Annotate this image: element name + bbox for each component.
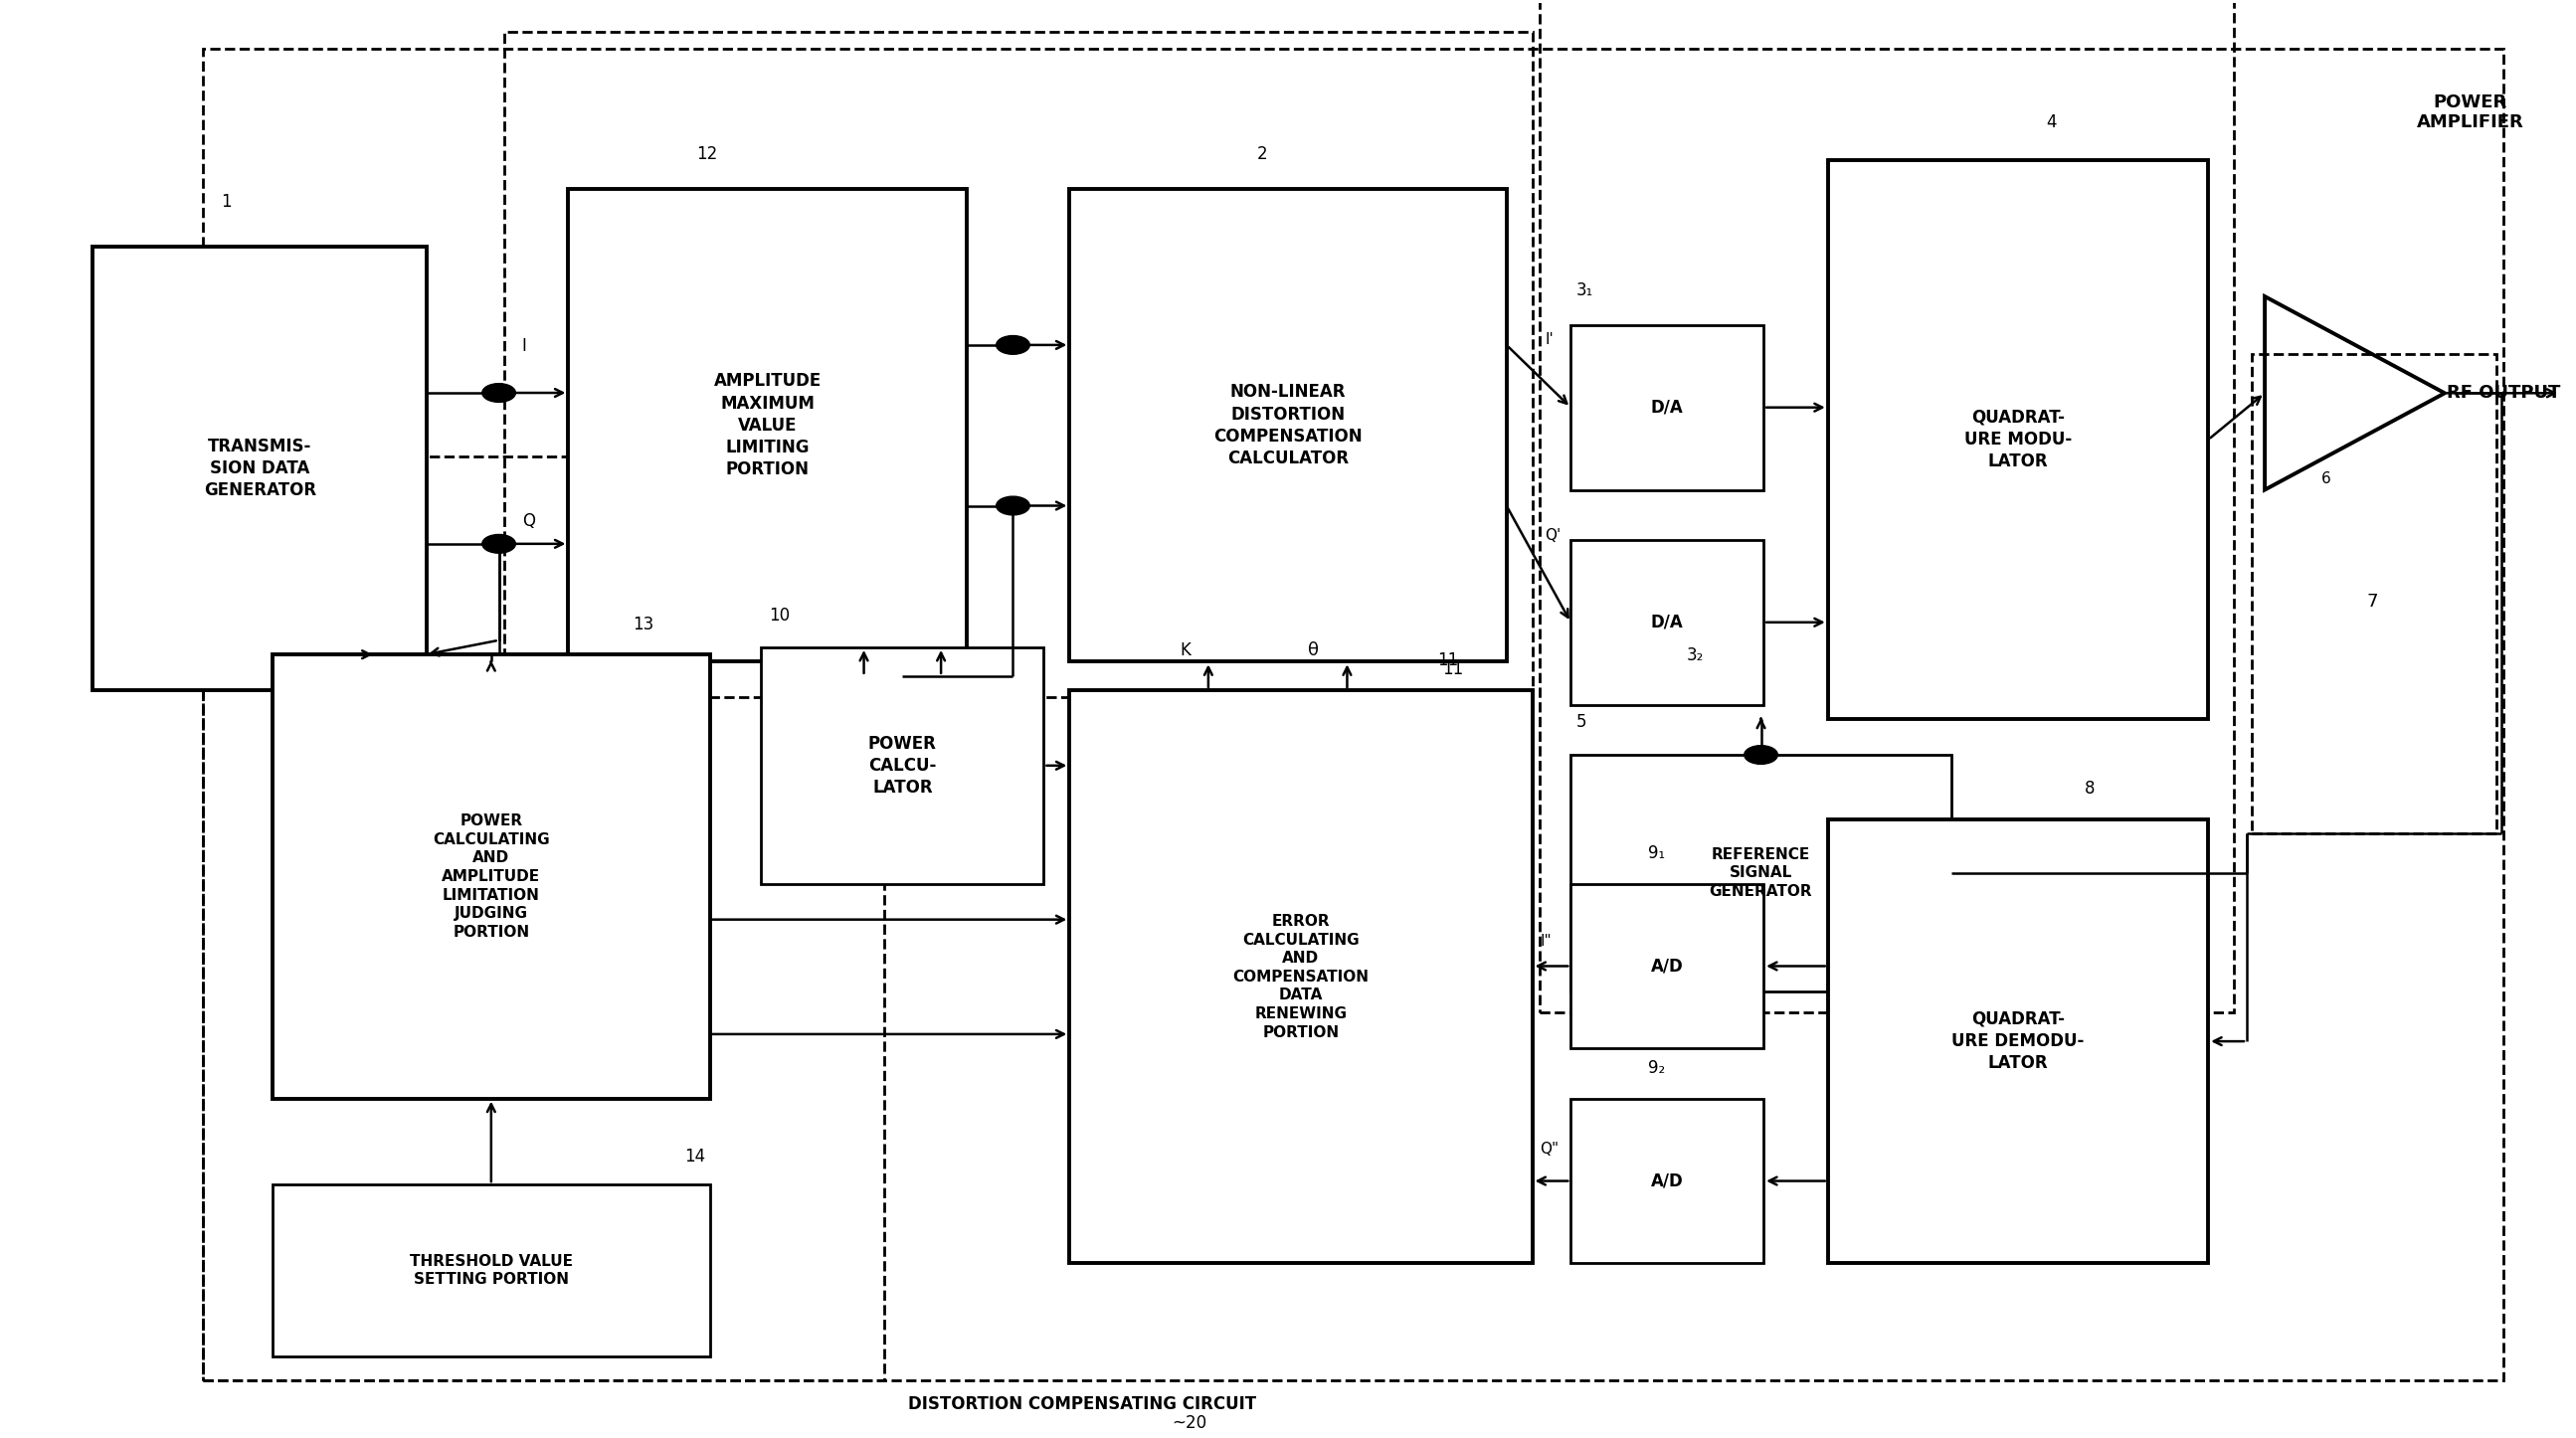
Bar xyxy=(273,654,708,1099)
Bar xyxy=(569,188,966,661)
Circle shape xyxy=(997,496,1030,515)
Text: Q': Q' xyxy=(1546,528,1561,544)
Text: 11: 11 xyxy=(1437,651,1458,669)
Text: I': I' xyxy=(1546,332,1553,347)
Text: A/D: A/D xyxy=(1651,958,1685,975)
Bar xyxy=(1540,0,2233,1012)
Text: RF OUTPUT: RF OUTPUT xyxy=(2447,384,2561,401)
Text: Q: Q xyxy=(523,512,536,531)
Bar xyxy=(93,246,428,690)
Text: 14: 14 xyxy=(685,1148,706,1166)
Text: ~20: ~20 xyxy=(1172,1415,1208,1432)
Text: 10: 10 xyxy=(768,607,791,624)
Text: 3₂: 3₂ xyxy=(1687,647,1703,664)
Bar xyxy=(760,647,1043,884)
Text: I": I" xyxy=(1540,933,1551,949)
Text: 12: 12 xyxy=(696,145,719,162)
Text: 3₁: 3₁ xyxy=(1577,282,1592,299)
Text: QUADRAT-
URE DEMODU-
LATOR: QUADRAT- URE DEMODU- LATOR xyxy=(1953,1011,2084,1073)
Bar xyxy=(1571,1099,1765,1264)
Text: 9₂: 9₂ xyxy=(1649,1060,1664,1077)
Text: Q": Q" xyxy=(1540,1142,1558,1156)
Circle shape xyxy=(997,335,1030,354)
Bar xyxy=(1829,160,2208,719)
Text: POWER
CALCU-
LATOR: POWER CALCU- LATOR xyxy=(868,735,938,797)
Bar xyxy=(204,457,884,1380)
Bar xyxy=(1571,325,1765,490)
Bar xyxy=(1069,188,1507,661)
Bar xyxy=(1571,755,1950,991)
Text: 11: 11 xyxy=(1443,660,1463,677)
Text: 8: 8 xyxy=(2084,779,2094,798)
Bar xyxy=(1829,820,2208,1264)
Text: D/A: D/A xyxy=(1651,614,1685,631)
Circle shape xyxy=(482,384,515,403)
Text: ERROR
CALCULATING
AND
COMPENSATION
DATA
RENEWING
PORTION: ERROR CALCULATING AND COMPENSATION DATA … xyxy=(1234,915,1368,1040)
Text: REFERENCE
SIGNAL
GENERATOR: REFERENCE SIGNAL GENERATOR xyxy=(1710,847,1814,899)
Text: 6: 6 xyxy=(2321,470,2331,486)
Text: AMPLITUDE
MAXIMUM
VALUE
LIMITING
PORTION: AMPLITUDE MAXIMUM VALUE LIMITING PORTION xyxy=(714,372,822,479)
Text: 4: 4 xyxy=(2045,114,2056,132)
Bar xyxy=(1571,539,1765,705)
Text: NON-LINEAR
DISTORTION
COMPENSATION
CALCULATOR: NON-LINEAR DISTORTION COMPENSATION CALCU… xyxy=(1213,384,1363,467)
Bar xyxy=(1571,884,1765,1048)
Text: QUADRAT-
URE MODU-
LATOR: QUADRAT- URE MODU- LATOR xyxy=(1963,408,2071,470)
Text: 5: 5 xyxy=(1577,713,1587,731)
Text: TRANSMIS-
SION DATA
GENERATOR: TRANSMIS- SION DATA GENERATOR xyxy=(204,437,317,499)
Text: 1: 1 xyxy=(222,193,232,210)
Text: D/A: D/A xyxy=(1651,398,1685,417)
Text: THRESHOLD VALUE
SETTING PORTION: THRESHOLD VALUE SETTING PORTION xyxy=(410,1254,572,1287)
Text: 7: 7 xyxy=(2367,592,2378,611)
Bar xyxy=(204,49,2504,1380)
Text: θ: θ xyxy=(1309,641,1319,659)
Text: K: K xyxy=(1180,641,1190,659)
Text: DISTORTION COMPENSATING CIRCUIT: DISTORTION COMPENSATING CIRCUIT xyxy=(909,1395,1257,1412)
Text: POWER
AMPLIFIER: POWER AMPLIFIER xyxy=(2416,93,2524,132)
Text: 2: 2 xyxy=(1257,145,1267,162)
Circle shape xyxy=(1744,745,1777,764)
Text: I: I xyxy=(523,338,528,355)
Bar xyxy=(2251,354,2496,834)
Text: A/D: A/D xyxy=(1651,1172,1685,1189)
Bar xyxy=(273,1185,708,1356)
Bar xyxy=(1069,690,1533,1264)
Circle shape xyxy=(482,535,515,554)
Bar xyxy=(505,32,1533,697)
Text: 13: 13 xyxy=(634,615,654,633)
Text: POWER
CALCULATING
AND
AMPLITUDE
LIMITATION
JUDGING
PORTION: POWER CALCULATING AND AMPLITUDE LIMITATI… xyxy=(433,814,549,939)
Text: 9₁: 9₁ xyxy=(1649,844,1664,863)
